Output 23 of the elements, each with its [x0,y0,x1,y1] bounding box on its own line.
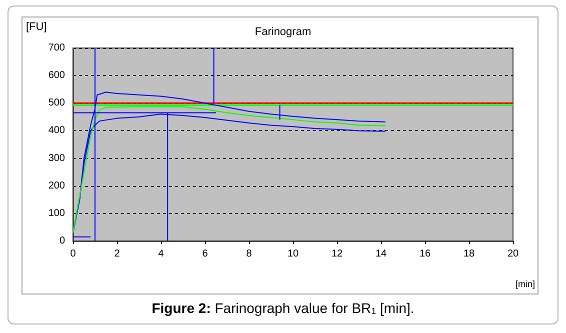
x-tick-label: 6 [202,248,208,260]
y-tick-label: 700 [48,42,66,54]
y-axis-title: [FU] [26,21,47,33]
x-tick-label: 2 [114,248,120,260]
y-tick-label: 200 [48,180,66,192]
y-tick-label: 600 [48,70,66,82]
x-tick-label: 8 [246,248,252,260]
x-tick-label: 16 [419,248,431,260]
x-tick-label: 10 [287,248,299,260]
x-tick-label: 0 [70,248,76,260]
y-tick-label: 100 [48,208,66,219]
x-axis-title: [min] [515,279,535,289]
x-tick-label: 20 [507,248,519,260]
x-tick-label: 12 [331,248,343,260]
y-tick-label: 0 [59,236,66,246]
caption: Figure 2: Farinograph value for BR1 [min]. [152,300,414,316]
x-tick-label: 18 [463,248,475,260]
y-tick-label: 400 [48,125,66,136]
chart-title: Farinogram [254,26,312,38]
x-tick-label: 14 [375,248,387,260]
x-tick-label: 4 [158,248,164,260]
y-tick-label: 500 [48,98,66,109]
y-tick-label: 300 [48,152,66,164]
